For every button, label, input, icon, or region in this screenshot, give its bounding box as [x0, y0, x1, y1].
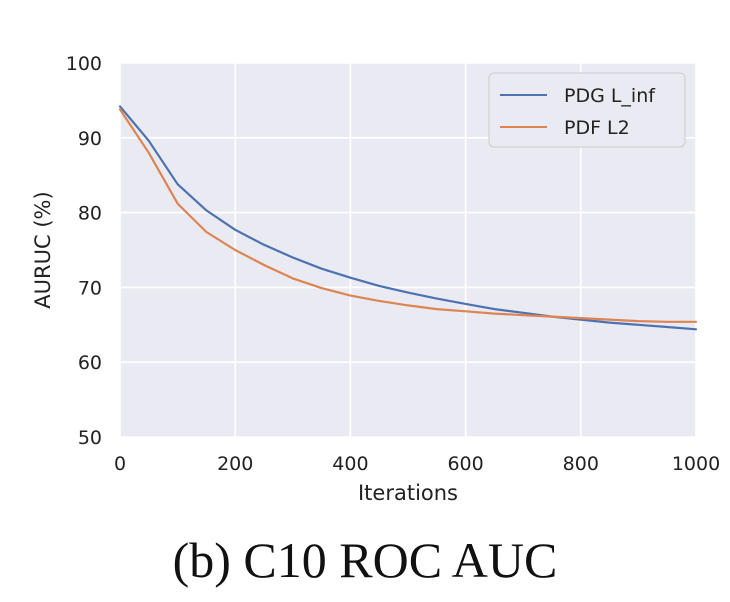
legend-label-pdf-l2: PDF L2: [564, 117, 630, 139]
tick-labels: 0 200 400 600 800 1000 50 60 70 80 90 100: [66, 53, 720, 475]
legend: PDG L_inf PDF L2: [488, 72, 686, 148]
legend-box: [488, 72, 686, 148]
y-tick-label: 70: [78, 277, 102, 299]
legend-label-pdg-l-inf: PDG L_inf: [564, 85, 656, 107]
figure-caption: (b) C10 ROC AUC: [172, 532, 558, 588]
y-axis-label: AURUC (%): [31, 191, 55, 308]
y-tick-label: 60: [78, 352, 102, 374]
x-tick-label: 600: [447, 453, 483, 475]
series-layer: [118, 105, 698, 331]
y-tick-label: 90: [78, 128, 102, 150]
x-tick-label: 400: [332, 453, 368, 475]
y-tick-label: 50: [78, 427, 102, 449]
series-line-pdg-l-inf: [118, 105, 698, 331]
x-tick-label: 1000: [672, 453, 720, 475]
y-tick-label: 100: [66, 53, 102, 75]
series-line-pdf-l2: [118, 108, 698, 323]
x-tick-label: 200: [217, 453, 253, 475]
x-tick-label: 0: [114, 453, 126, 475]
y-tick-label: 80: [78, 203, 102, 225]
x-axis-label: Iterations: [358, 481, 458, 505]
x-tick-label: 800: [563, 453, 599, 475]
